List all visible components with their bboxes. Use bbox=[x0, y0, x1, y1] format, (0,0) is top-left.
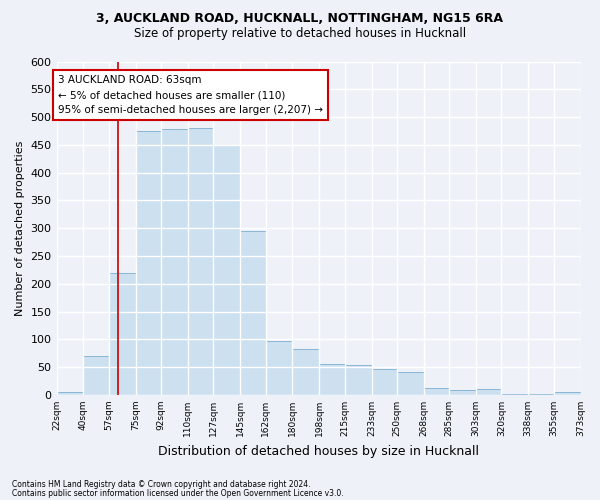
Bar bbox=[528, 394, 554, 395]
Bar bbox=[161, 130, 188, 395]
Text: 3 AUCKLAND ROAD: 63sqm
← 5% of detached houses are smaller (110)
95% of semi-det: 3 AUCKLAND ROAD: 63sqm ← 5% of detached … bbox=[58, 76, 323, 115]
Bar bbox=[476, 389, 502, 395]
Bar bbox=[502, 394, 528, 395]
Bar bbox=[424, 388, 449, 395]
Bar bbox=[319, 364, 344, 395]
Bar bbox=[56, 392, 83, 395]
X-axis label: Distribution of detached houses by size in Hucknall: Distribution of detached houses by size … bbox=[158, 444, 479, 458]
Bar bbox=[397, 372, 424, 395]
Bar bbox=[136, 131, 161, 395]
Bar bbox=[449, 390, 476, 395]
Bar bbox=[240, 231, 266, 395]
Bar bbox=[83, 356, 109, 395]
Bar bbox=[344, 366, 371, 395]
Y-axis label: Number of detached properties: Number of detached properties bbox=[15, 140, 25, 316]
Text: Size of property relative to detached houses in Hucknall: Size of property relative to detached ho… bbox=[134, 28, 466, 40]
Text: Contains HM Land Registry data © Crown copyright and database right 2024.: Contains HM Land Registry data © Crown c… bbox=[12, 480, 311, 489]
Text: 3, AUCKLAND ROAD, HUCKNALL, NOTTINGHAM, NG15 6RA: 3, AUCKLAND ROAD, HUCKNALL, NOTTINGHAM, … bbox=[97, 12, 503, 26]
Bar bbox=[188, 128, 213, 395]
Bar bbox=[554, 392, 581, 395]
Bar bbox=[213, 145, 240, 395]
Bar bbox=[109, 272, 136, 395]
Bar bbox=[292, 350, 319, 395]
Text: Contains public sector information licensed under the Open Government Licence v3: Contains public sector information licen… bbox=[12, 488, 344, 498]
Bar bbox=[371, 369, 397, 395]
Bar bbox=[266, 341, 292, 395]
